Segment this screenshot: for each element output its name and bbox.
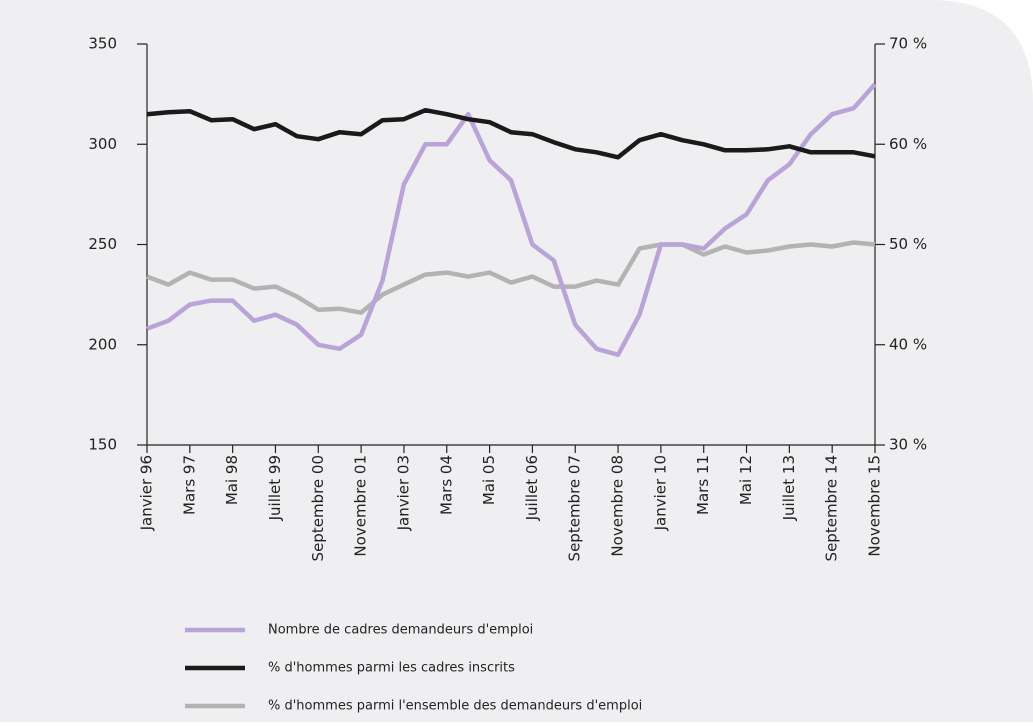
- series-line: [146, 82, 877, 358]
- x-tick-label: Mars 04: [437, 455, 455, 515]
- series-line: [146, 240, 876, 315]
- x-tick-label: Mai 98: [223, 455, 241, 505]
- x-tick-label: Septembre 14: [823, 455, 841, 561]
- y-tick-label: 350: [88, 35, 117, 53]
- x-tick-label: Janvier 96: [138, 455, 156, 531]
- y2-tick-label: 50 %: [889, 235, 927, 253]
- x-tick-label: Novembre 01: [352, 455, 370, 557]
- legend-label: % d'hommes parmi les cadres inscrits: [268, 661, 515, 676]
- x-tick-label: Septembre 07: [566, 455, 584, 561]
- x-tick-label: Mai 05: [480, 455, 498, 505]
- y-tick-label: 150: [88, 436, 117, 454]
- x-tick-label: Juillet 13: [780, 455, 798, 521]
- x-tick-label: Mars 97: [180, 455, 198, 515]
- x-tick-label: Mai 12: [737, 455, 755, 505]
- legend-label: % d'hommes parmi l'ensemble des demandeu…: [268, 699, 642, 714]
- legend-label: Nombre de cadres demandeurs d'emploi: [268, 623, 533, 638]
- y-tick-label: 200: [88, 335, 117, 353]
- x-tick-label: Janvier 03: [394, 455, 412, 531]
- x-tick-label: Janvier 10: [651, 455, 669, 531]
- x-tick-label: Novembre 08: [609, 455, 627, 557]
- x-tick-label: Septembre 00: [309, 455, 327, 561]
- y2-tick-label: 70 %: [889, 35, 927, 53]
- y-tick-label: 300: [88, 135, 117, 153]
- y2-tick-label: 60 %: [889, 135, 927, 153]
- series-line: [146, 107, 876, 160]
- x-tick-label: Mars 11: [694, 455, 712, 515]
- y-tick-label: 250: [88, 235, 117, 253]
- x-tick-label: Juillet 06: [523, 455, 541, 521]
- x-tick-label: Novembre 15: [866, 455, 884, 557]
- x-tick-label: Juillet 99: [266, 455, 284, 521]
- y2-tick-label: 40 %: [889, 335, 927, 353]
- y2-tick-label: 30 %: [889, 436, 927, 454]
